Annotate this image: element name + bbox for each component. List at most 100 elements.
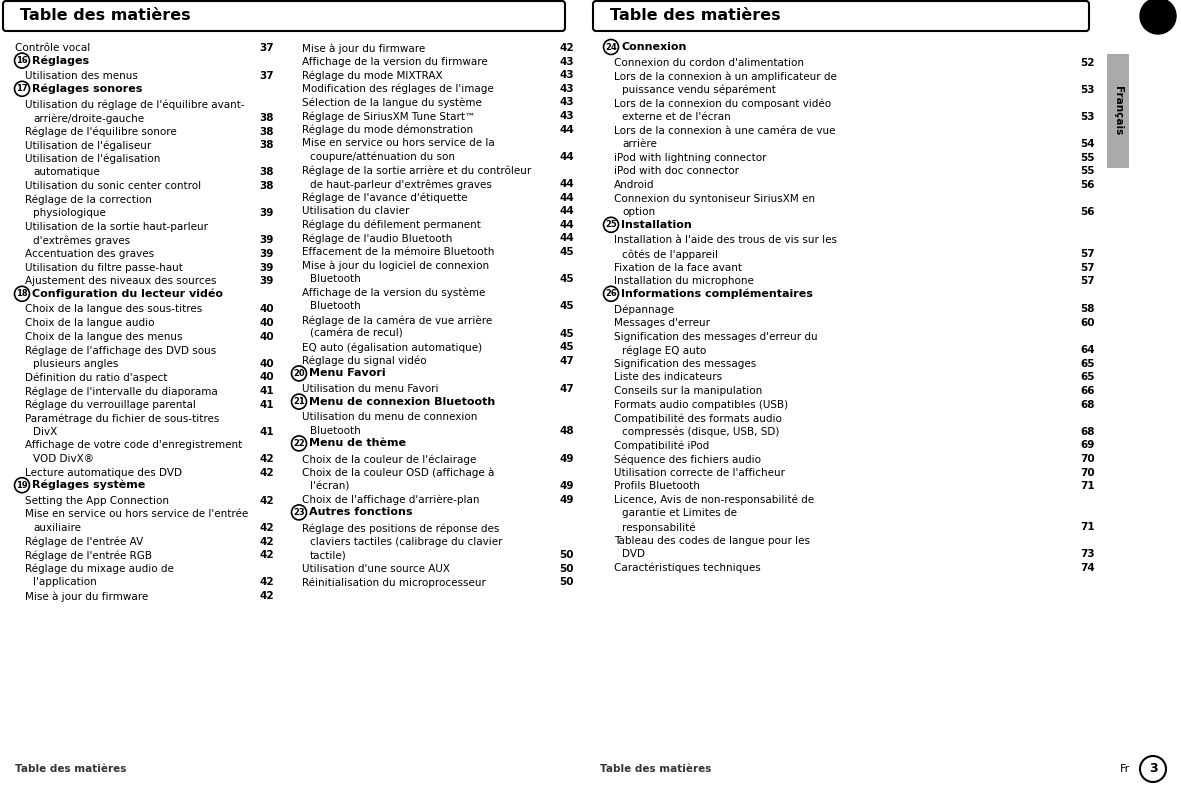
Text: compressés (disque, USB, SD): compressés (disque, USB, SD) (622, 427, 779, 437)
Text: 44: 44 (560, 152, 574, 162)
Text: Réglage de la sortie arrière et du contrôleur: Réglage de la sortie arrière et du contr… (302, 166, 531, 176)
Text: Français: Français (1113, 86, 1123, 136)
Text: 55: 55 (1081, 166, 1095, 177)
Text: Menu Favori: Menu Favori (309, 368, 386, 378)
Text: 49: 49 (560, 481, 574, 491)
Text: Réglage de la correction: Réglage de la correction (25, 195, 152, 205)
Text: 64: 64 (1081, 345, 1095, 355)
Text: Menu de connexion Bluetooth: Menu de connexion Bluetooth (309, 396, 495, 407)
Text: 42: 42 (260, 537, 274, 546)
Text: Configuration du lecteur vidéo: Configuration du lecteur vidéo (32, 289, 223, 299)
Text: Lors de la connexion à un amplificateur de: Lors de la connexion à un amplificateur … (614, 71, 837, 82)
Text: Connexion: Connexion (621, 42, 686, 52)
Circle shape (1140, 0, 1176, 34)
Text: Réglage du signal vidéo: Réglage du signal vidéo (302, 356, 426, 367)
Text: 44: 44 (560, 125, 574, 134)
Text: 38: 38 (260, 126, 274, 137)
Text: 69: 69 (1081, 440, 1095, 451)
Text: Setting the App Connection: Setting the App Connection (25, 496, 169, 506)
Text: 68: 68 (1081, 400, 1095, 410)
Text: Modification des réglages de l'image: Modification des réglages de l'image (302, 84, 494, 94)
Text: de haut-parleur d'extrêmes graves: de haut-parleur d'extrêmes graves (309, 179, 491, 189)
Text: d'extrêmes graves: d'extrêmes graves (33, 236, 130, 246)
Text: Utilisation du menu Favori: Utilisation du menu Favori (302, 384, 438, 394)
Text: Utilisation de l'égaliseur: Utilisation de l'égaliseur (25, 141, 151, 151)
Text: Formats audio compatibles (USB): Formats audio compatibles (USB) (614, 400, 788, 410)
Text: 47: 47 (560, 384, 574, 394)
Text: 39: 39 (260, 276, 274, 287)
Text: l'écran): l'écran) (309, 481, 350, 491)
Text: 16: 16 (17, 56, 28, 65)
Text: Messages d'erreur: Messages d'erreur (614, 318, 710, 328)
Text: 41: 41 (260, 400, 274, 410)
Text: 56: 56 (1081, 180, 1095, 190)
Text: Installation: Installation (621, 220, 692, 230)
Text: Installation à l'aide des trous de vis sur les: Installation à l'aide des trous de vis s… (614, 236, 837, 246)
Text: Mise à jour du firmware: Mise à jour du firmware (25, 591, 149, 601)
Text: 3: 3 (1149, 762, 1157, 776)
Text: 45: 45 (560, 342, 574, 352)
Text: 21: 21 (293, 397, 305, 406)
Text: 44: 44 (560, 220, 574, 230)
Text: l'application: l'application (33, 578, 97, 587)
Text: Informations complémentaires: Informations complémentaires (621, 289, 813, 299)
Text: Signification des messages: Signification des messages (614, 359, 756, 369)
Text: 48: 48 (560, 425, 574, 436)
Text: Utilisation des menus: Utilisation des menus (25, 71, 138, 81)
Text: Installation du microphone: Installation du microphone (614, 276, 753, 287)
Text: Dépannage: Dépannage (614, 305, 674, 315)
Text: DivX: DivX (33, 427, 57, 436)
Text: 42: 42 (260, 468, 274, 477)
Text: Table des matières: Table des matières (611, 8, 781, 23)
Text: Tableau des codes de langue pour les: Tableau des codes de langue pour les (614, 535, 810, 546)
Text: 60: 60 (1081, 318, 1095, 328)
Text: (caméra de recul): (caméra de recul) (309, 329, 403, 338)
Text: 40: 40 (260, 372, 274, 382)
Text: plusieurs angles: plusieurs angles (33, 359, 118, 369)
Text: 65: 65 (1081, 359, 1095, 369)
Text: 41: 41 (260, 427, 274, 436)
Text: iPod with doc connector: iPod with doc connector (614, 166, 739, 177)
Text: côtés de l'appareil: côtés de l'appareil (622, 249, 718, 260)
Text: Choix de la couleur OSD (affichage à: Choix de la couleur OSD (affichage à (302, 468, 495, 478)
Text: Utilisation de la sortie haut-parleur: Utilisation de la sortie haut-parleur (25, 222, 208, 232)
Text: DVD: DVD (622, 550, 645, 559)
Text: 57: 57 (1081, 263, 1095, 272)
Text: Utilisation du réglage de l'équilibre avant-: Utilisation du réglage de l'équilibre av… (25, 100, 244, 110)
Text: Réglage du mode démonstration: Réglage du mode démonstration (302, 125, 474, 135)
Text: 40: 40 (260, 305, 274, 315)
Text: Utilisation correcte de l'afficheur: Utilisation correcte de l'afficheur (614, 468, 785, 477)
Text: Réglage du mode MIXTRAX: Réglage du mode MIXTRAX (302, 70, 443, 81)
Text: 43: 43 (560, 57, 574, 67)
Text: 26: 26 (605, 290, 616, 298)
Text: Bluetooth: Bluetooth (309, 425, 360, 436)
Text: puissance vendu séparément: puissance vendu séparément (622, 85, 776, 95)
Text: 52: 52 (1081, 57, 1095, 68)
Text: Signification des messages d'erreur du: Signification des messages d'erreur du (614, 331, 817, 341)
Text: Affichage de la version du système: Affichage de la version du système (302, 288, 485, 298)
Text: coupure/atténuation du son: coupure/atténuation du son (309, 152, 455, 162)
Text: 38: 38 (260, 167, 274, 177)
Text: VOD DivX®: VOD DivX® (33, 454, 94, 464)
Text: Réglage de l'affichage des DVD sous: Réglage de l'affichage des DVD sous (25, 345, 216, 356)
Text: Mise à jour du logiciel de connexion: Mise à jour du logiciel de connexion (302, 261, 489, 271)
Text: 68: 68 (1081, 427, 1095, 436)
Text: Réglages système: Réglages système (32, 480, 145, 491)
Text: auxiliaire: auxiliaire (33, 523, 81, 533)
Text: Connexion du syntoniseur SiriusXM en: Connexion du syntoniseur SiriusXM en (614, 194, 815, 203)
Text: arrière: arrière (622, 139, 657, 149)
Text: 37: 37 (260, 71, 274, 81)
Text: Réinitialisation du microprocesseur: Réinitialisation du microprocesseur (302, 578, 485, 588)
Text: 53: 53 (1081, 85, 1095, 95)
Text: Réglages sonores: Réglages sonores (32, 83, 143, 94)
Text: Effacement de la mémoire Bluetooth: Effacement de la mémoire Bluetooth (302, 247, 495, 257)
Text: 40: 40 (260, 318, 274, 328)
Text: Table des matières: Table des matières (20, 8, 190, 23)
Text: Sélection de la langue du système: Sélection de la langue du système (302, 97, 482, 108)
Text: 18: 18 (17, 290, 28, 298)
Text: Mise à jour du firmware: Mise à jour du firmware (302, 43, 425, 53)
Text: Utilisation du sonic center control: Utilisation du sonic center control (25, 181, 201, 191)
Text: Fixation de la face avant: Fixation de la face avant (614, 263, 742, 272)
Text: Compatibilité des formats audio: Compatibilité des formats audio (614, 413, 782, 424)
Text: Réglage de l'équilibre sonore: Réglage de l'équilibre sonore (25, 126, 177, 137)
